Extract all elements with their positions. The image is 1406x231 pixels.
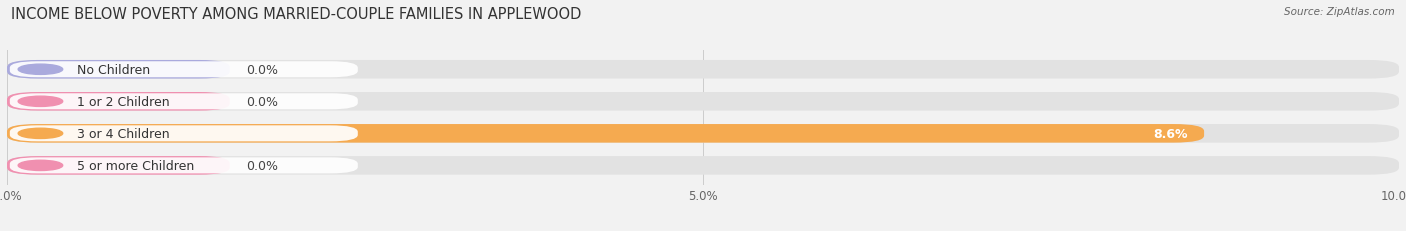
Circle shape xyxy=(18,129,63,139)
FancyBboxPatch shape xyxy=(10,126,357,142)
Text: 0.0%: 0.0% xyxy=(246,64,278,76)
Text: 1 or 2 Children: 1 or 2 Children xyxy=(77,95,169,108)
FancyBboxPatch shape xyxy=(7,61,229,79)
FancyBboxPatch shape xyxy=(10,158,357,174)
Text: 5 or more Children: 5 or more Children xyxy=(77,159,194,172)
FancyBboxPatch shape xyxy=(7,93,1399,111)
FancyBboxPatch shape xyxy=(10,94,357,110)
Text: INCOME BELOW POVERTY AMONG MARRIED-COUPLE FAMILIES IN APPLEWOOD: INCOME BELOW POVERTY AMONG MARRIED-COUPL… xyxy=(11,7,582,22)
FancyBboxPatch shape xyxy=(7,61,1399,79)
FancyBboxPatch shape xyxy=(10,62,357,78)
Text: 0.0%: 0.0% xyxy=(246,95,278,108)
Circle shape xyxy=(18,65,63,75)
Text: 8.6%: 8.6% xyxy=(1153,127,1188,140)
FancyBboxPatch shape xyxy=(7,125,1399,143)
Text: No Children: No Children xyxy=(77,64,150,76)
FancyBboxPatch shape xyxy=(7,156,229,175)
FancyBboxPatch shape xyxy=(7,93,229,111)
Text: 3 or 4 Children: 3 or 4 Children xyxy=(77,127,169,140)
FancyBboxPatch shape xyxy=(7,156,1399,175)
Text: Source: ZipAtlas.com: Source: ZipAtlas.com xyxy=(1284,7,1395,17)
FancyBboxPatch shape xyxy=(7,125,1204,143)
Text: 0.0%: 0.0% xyxy=(246,159,278,172)
Circle shape xyxy=(18,161,63,171)
Circle shape xyxy=(18,97,63,107)
